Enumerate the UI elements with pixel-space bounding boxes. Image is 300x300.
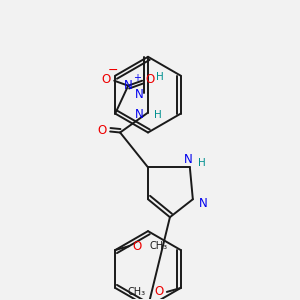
Text: H: H: [154, 110, 162, 120]
Text: N: N: [198, 197, 207, 210]
Text: O: O: [133, 240, 142, 253]
Text: H: H: [156, 72, 164, 82]
Text: O: O: [146, 73, 155, 86]
Text: H: H: [198, 158, 206, 168]
Text: N: N: [184, 153, 192, 166]
Text: O: O: [102, 73, 111, 86]
Text: O: O: [98, 124, 107, 137]
Text: O: O: [154, 285, 164, 298]
Text: +: +: [133, 73, 141, 83]
Text: N: N: [135, 88, 143, 101]
Text: N: N: [124, 79, 133, 92]
Text: N: N: [135, 108, 143, 121]
Text: −: −: [108, 64, 119, 77]
Text: CH₃: CH₃: [150, 241, 168, 251]
Text: CH₃: CH₃: [128, 287, 146, 297]
